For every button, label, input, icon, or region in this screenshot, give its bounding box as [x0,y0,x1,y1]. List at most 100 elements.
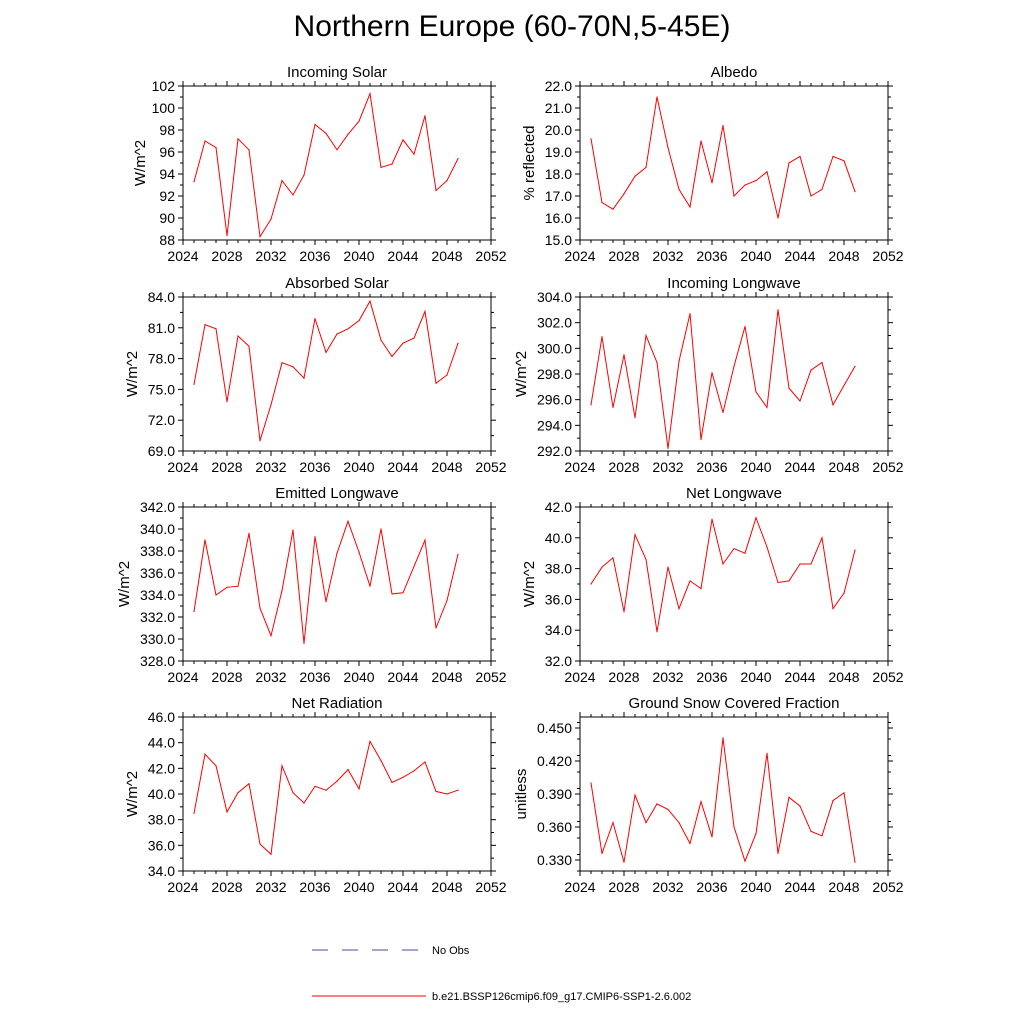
data-point [303,642,305,645]
x-tick-label: 2024 [167,669,198,685]
x-tick-label: 2024 [167,459,198,475]
series-line [590,96,856,219]
data-point [733,826,735,828]
data-point [358,551,360,553]
data-point [623,611,625,613]
x-tick-label: 2028 [608,669,639,685]
y-tick-label: 338.0 [140,543,175,559]
data-point [744,325,746,328]
data-point [700,588,702,590]
data-point [832,404,834,406]
data-point [204,140,206,142]
x-tick-label: 2032 [255,248,286,264]
data-point [689,313,691,315]
data-point [226,586,228,588]
y-tick-label: 18.0 [545,166,572,182]
data-point [755,180,757,182]
x-tick-label: 2036 [299,669,330,685]
data-point [358,788,360,790]
x-tick-label: 2036 [696,879,727,895]
data-point [755,391,757,393]
y-tick-label: 38.0 [545,561,572,577]
y-tick-label: 81.0 [148,320,175,336]
data-point [237,585,239,587]
panel-net-radiation: Net Radiation 2024 2028 2032 2036 2040 2044 204… [124,695,507,895]
data-point [402,776,404,778]
data-point [656,631,658,633]
data-point [799,400,801,402]
y-tick-label: 102 [152,78,176,94]
x-tick-label: 2040 [740,669,771,685]
x-tick-label: 2024 [564,879,595,895]
y-tick-label: 78.0 [148,351,175,367]
y-tick-label: 34.0 [148,863,175,879]
x-tick-label: 2048 [828,248,859,264]
data-point [248,783,250,785]
data-point [634,417,636,419]
data-point [810,830,812,833]
data-point [446,180,448,182]
data-point [424,539,426,541]
data-point [656,803,658,805]
y-tick-label: 98 [159,122,175,138]
x-tick-label: 2052 [475,669,506,685]
data-point [358,120,360,122]
y-tick-label: 22.0 [545,78,572,94]
panels: Incoming Solar 2024 2028 2032 2036 2040 2044 20… [116,64,904,895]
x-tick-label: 2044 [784,459,815,475]
data-point [413,153,415,155]
data-point [413,565,415,568]
series-line [193,740,459,856]
x-tick-label: 2048 [828,669,859,685]
data-point [810,195,812,197]
x-tick-label: 2052 [872,669,903,685]
data-point [281,180,283,182]
x-tick-label: 2044 [387,879,418,895]
x-tick-label: 2028 [211,459,242,475]
data-point [347,328,349,330]
data-point [259,607,261,609]
x-tick-label: 2024 [564,248,595,264]
data-point [336,780,338,782]
panel-albedo: Albedo 2024 2028 2032 2036 2040 2044 2048 2052 15… [521,64,904,264]
series-line [590,309,856,449]
plot-frame [182,716,492,872]
x-tick-label: 2028 [211,669,242,685]
data-point [270,635,272,637]
data-point [248,345,250,347]
data-point [744,184,746,186]
data-point [601,852,603,855]
data-point [457,158,459,160]
y-tick-label: 332.0 [140,609,175,625]
data-point [755,517,757,519]
panel-title-net-longwave: Net Longwave [686,485,782,502]
data-point [590,404,592,406]
y-tick-label: 100 [152,100,176,116]
y-tick-label: 336.0 [140,565,175,581]
data-point [435,382,437,384]
data-point [810,563,812,565]
data-point [854,191,856,193]
x-tick-label: 2036 [299,879,330,895]
data-point [678,608,680,610]
data-point [369,300,371,302]
y-tick-label: 44.0 [148,735,175,751]
data-point [424,115,426,117]
data-point [380,166,382,168]
data-point [215,147,217,149]
data-point [325,601,327,603]
data-point [788,387,790,389]
data-point [424,761,426,763]
y-tick-label: 72.0 [148,412,175,428]
x-tick-label: 2024 [167,248,198,264]
x-tick-label: 2044 [387,669,418,685]
data-point [645,558,647,560]
x-tick-label: 2052 [872,459,903,475]
data-point [766,406,768,408]
data-point [711,182,713,184]
y-tick-label: 42.0 [148,760,175,776]
y-tick-label: 88 [159,232,175,248]
x-tick-label: 2048 [431,879,462,895]
data-point [612,208,614,210]
data-point [391,593,393,595]
